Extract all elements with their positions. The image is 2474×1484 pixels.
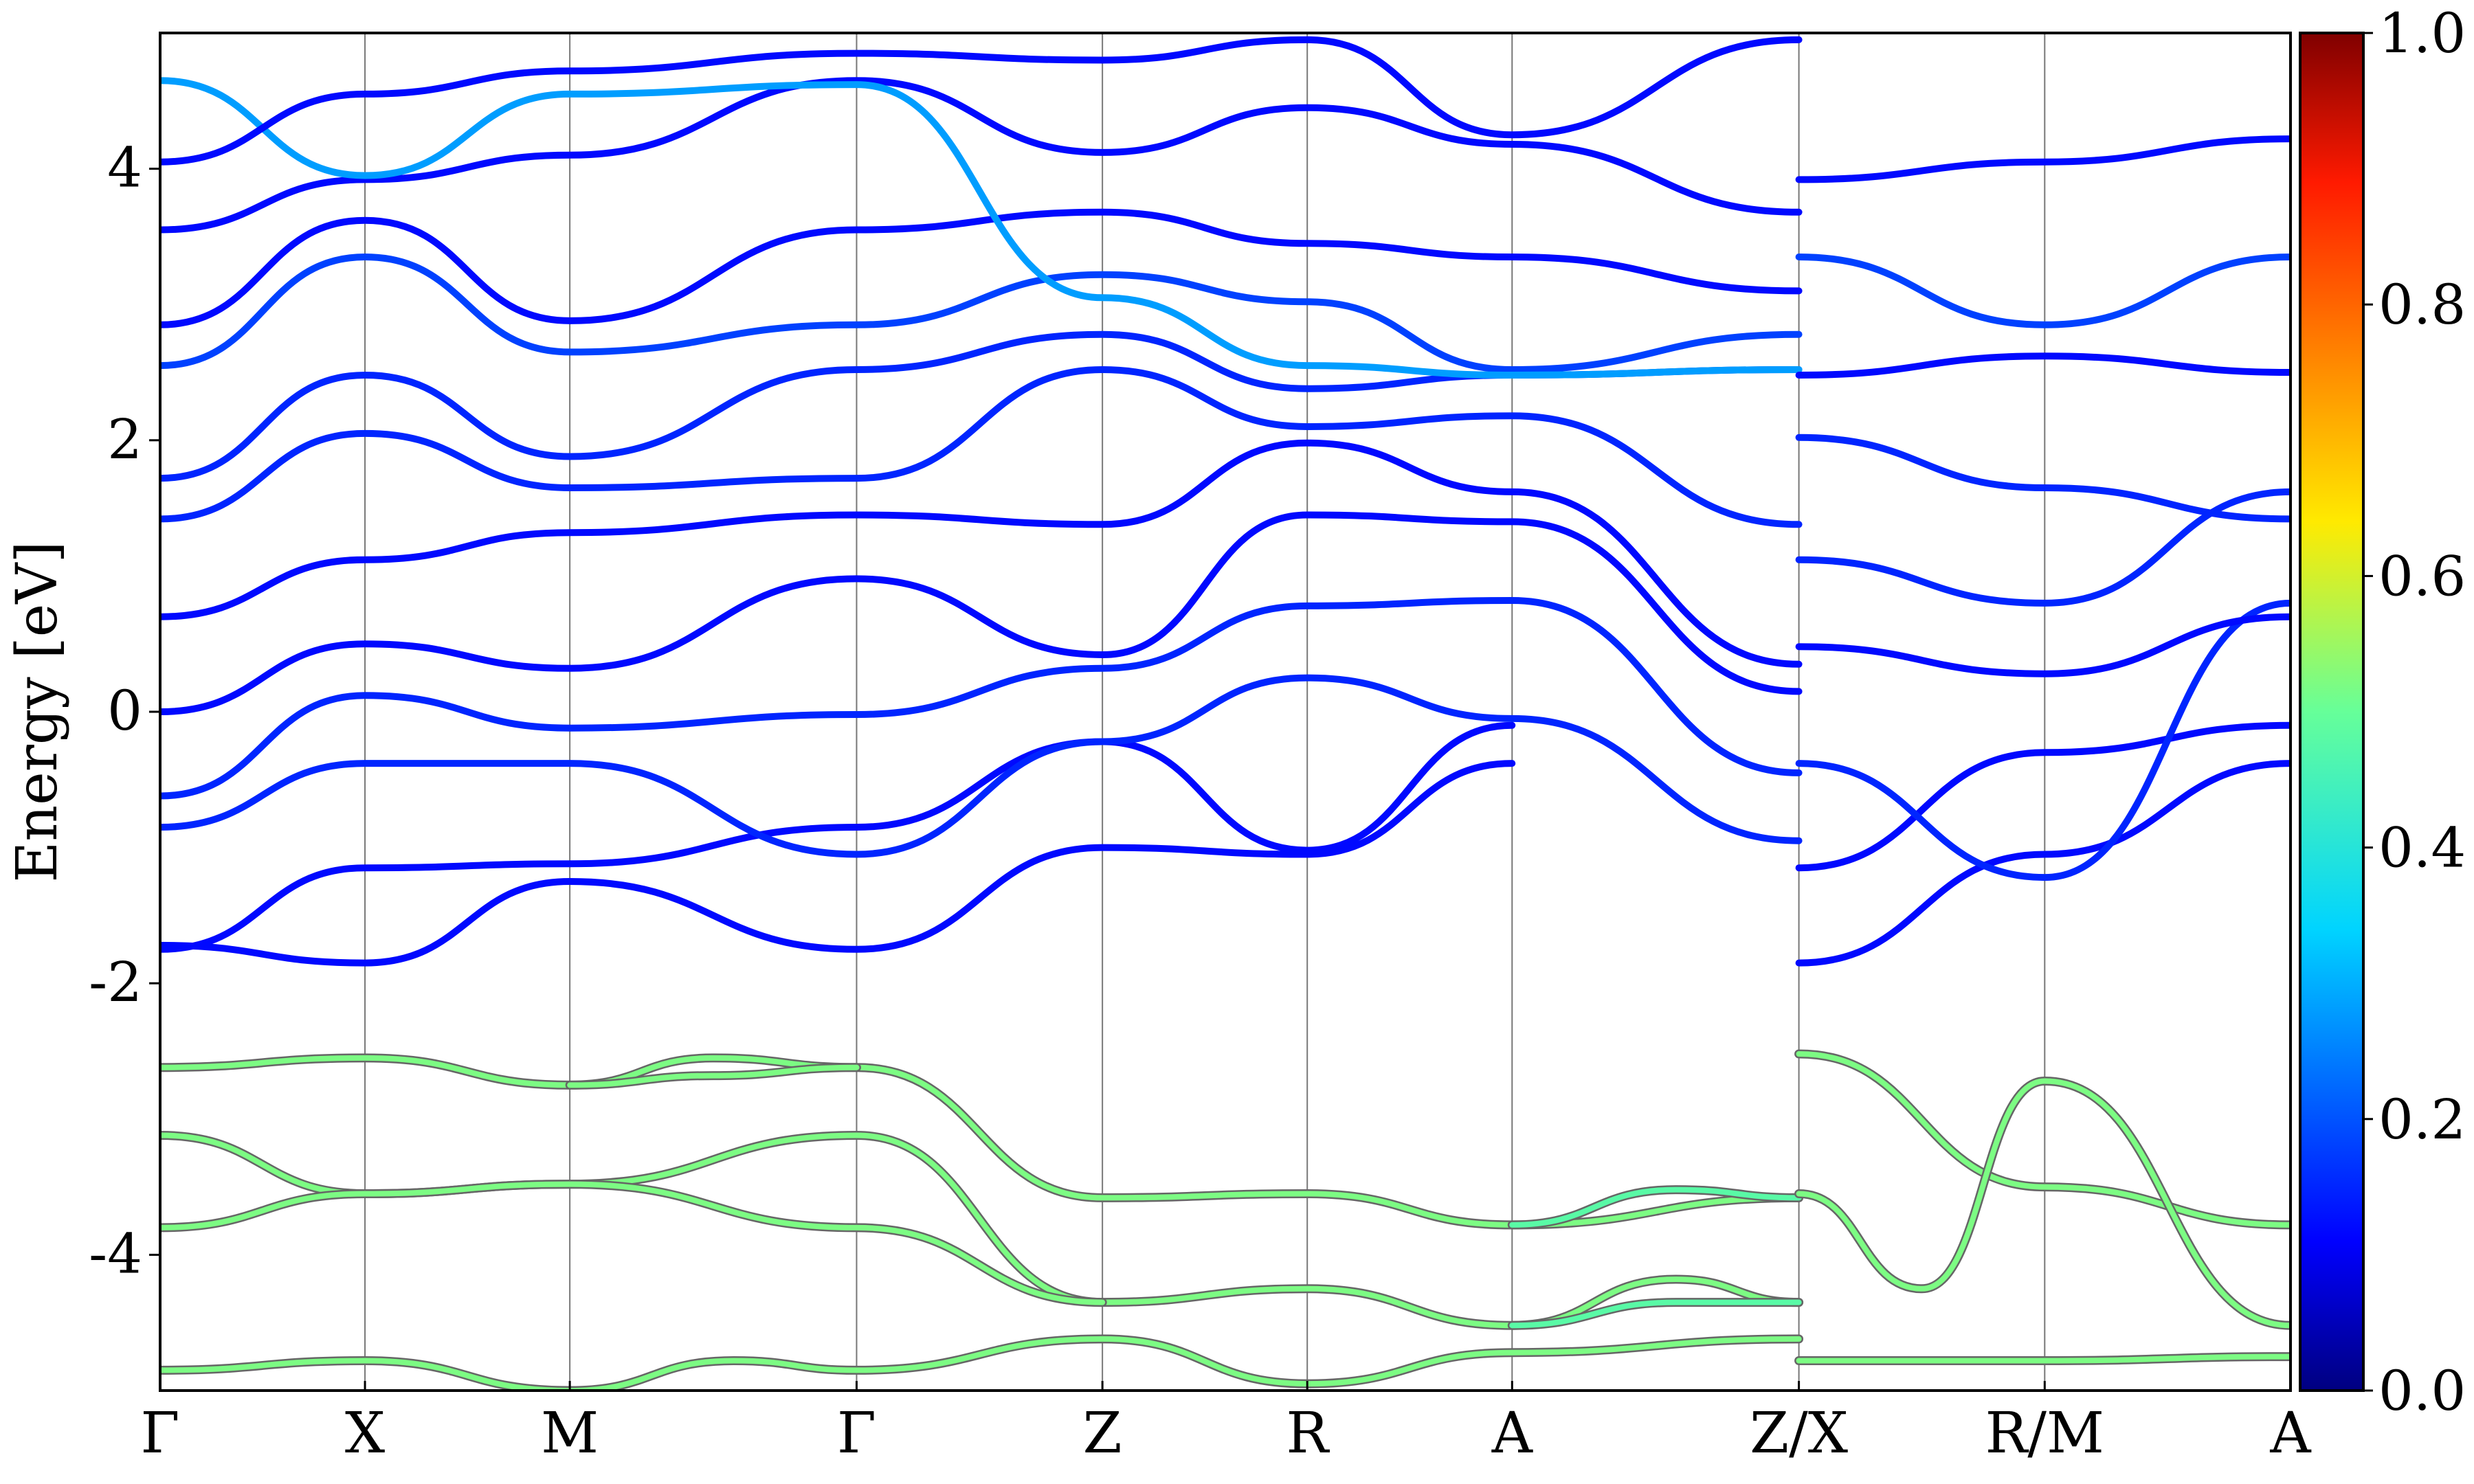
y-tick-label: -4: [89, 1222, 142, 1285]
band-outline: [160, 1130, 1804, 1330]
band-line: [160, 208, 1803, 328]
colorbar-tick-label: 0.4: [2378, 816, 2466, 880]
colorbar-tick-label: 0.8: [2378, 273, 2466, 337]
band-line: [1509, 1299, 1802, 1329]
x-tick-label: R/M: [1985, 1401, 2104, 1466]
band-line: [567, 1064, 860, 1088]
x-axis-ticks: Γ X M Γ Z R A Z/X R/M A: [141, 1381, 2312, 1466]
band-line: [160, 36, 1803, 166]
band-line: [1795, 760, 2291, 967]
y-axis-label: Energy [eV]: [5, 541, 70, 882]
band-line: [1795, 599, 2291, 881]
band-line: [160, 330, 1803, 482]
colorbar-tick-label: 0.0: [2378, 1359, 2466, 1423]
colorbar-tick-label: 1.0: [2378, 1, 2466, 65]
band-line: [160, 366, 1803, 528]
band-line: [160, 1055, 1802, 1228]
band-line: [1796, 1353, 2291, 1364]
x-tick-label: Z: [1083, 1401, 1122, 1466]
x-tick-label: M: [541, 1401, 599, 1466]
x-tick-label: A: [2269, 1401, 2312, 1466]
band-line: [160, 77, 1803, 234]
colorbar-tick-label: 0.2: [2378, 1088, 2466, 1151]
x-tick-label: Γ: [837, 1401, 876, 1466]
band-line: [1796, 1078, 2291, 1329]
band-line: [160, 77, 1803, 379]
y-tick-label: 4: [107, 136, 142, 200]
y-tick-label: 2: [107, 407, 142, 471]
band-line: [1795, 613, 2291, 677]
y-axis-ticks: -4 -2 0 2 4: [89, 136, 160, 1285]
band-line: [1795, 434, 2291, 523]
band-line: [1795, 721, 2291, 872]
band-line: [160, 1336, 1802, 1391]
band-line: [160, 511, 1803, 715]
x-tick-label: Z/X: [1750, 1401, 1848, 1466]
band-line: [1509, 1187, 1802, 1228]
x-tick-label: R: [1286, 1401, 1330, 1466]
x-tick-label: Γ: [141, 1401, 180, 1466]
band-line: [1795, 488, 2291, 607]
band-line: [160, 439, 1803, 668]
band-line: [160, 1181, 1106, 1305]
band-line: [160, 253, 1803, 374]
band-line: [160, 596, 1803, 800]
colorbar: [2299, 32, 2365, 1392]
colorbar-ticks: 0.0 0.2 0.4 0.6 0.8 1.0: [2363, 1, 2466, 1423]
band-line: [1795, 352, 2291, 379]
band-line: [1795, 135, 2291, 183]
y-tick-label: 0: [107, 679, 142, 743]
band-line: [1795, 254, 2291, 328]
y-tick-label: -2: [89, 950, 142, 1014]
colorbar-tick-label: 0.6: [2378, 544, 2466, 608]
x-tick-label: A: [1491, 1401, 1534, 1466]
band-line: [1796, 1051, 2291, 1228]
band-line: [160, 721, 1516, 953]
band-line: [160, 760, 1516, 967]
band-line: [160, 1132, 1802, 1329]
band-line: [160, 674, 1803, 858]
x-tick-label: X: [345, 1401, 385, 1466]
band-lines: [160, 36, 2291, 1391]
band-outline: [160, 1053, 1804, 1230]
